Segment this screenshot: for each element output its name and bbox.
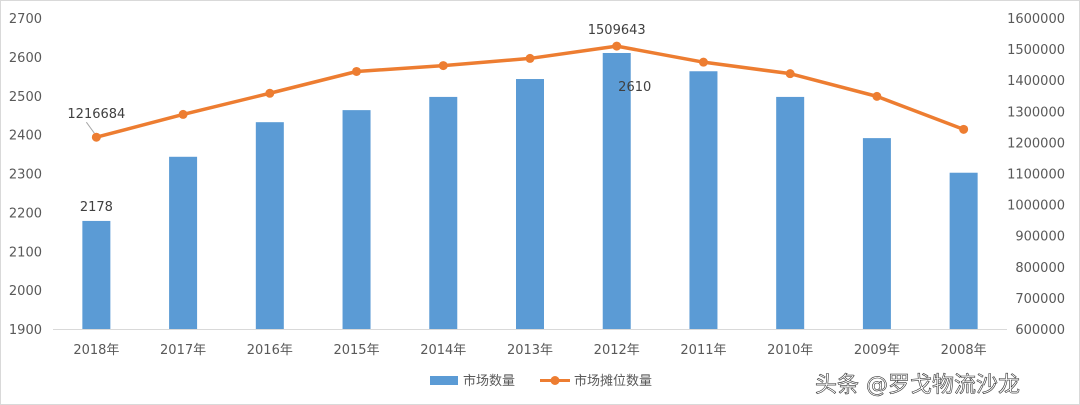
- bar: [949, 172, 978, 329]
- data-label: 2178: [80, 200, 113, 215]
- bar: [342, 110, 371, 329]
- left-axis-tick-label: 2500: [9, 90, 42, 105]
- x-tick-label: 2008年: [941, 343, 987, 358]
- data-labels: 2178 2610 1216684 1509643: [67, 23, 651, 215]
- right-axis-tick-label: 1100000: [1007, 168, 1065, 183]
- watermark: 头条 @罗戈物流沙龙: [815, 373, 1020, 398]
- line-point: [785, 69, 795, 79]
- line-point: [265, 88, 275, 98]
- bar-series: [82, 52, 978, 330]
- left-axis-tick-label: 2200: [9, 206, 42, 221]
- left-axis: 1900 2000 2100 2200 2300 2400 2500 2600 2700: [9, 12, 42, 338]
- line-point: [959, 124, 969, 134]
- legend: 市场数量 市场摊位数量: [430, 373, 652, 389]
- right-axis-tick-label: 1200000: [1007, 136, 1065, 151]
- line-point: [872, 91, 882, 101]
- line-point: [698, 57, 708, 67]
- left-axis-tick-label: 2600: [9, 51, 42, 66]
- x-tick-label: 2017年: [160, 343, 206, 358]
- legend-swatch-marker: [550, 376, 560, 385]
- x-tick-label: 2009年: [854, 343, 900, 358]
- legend-label-bar: 市场数量: [463, 373, 515, 389]
- x-tick-label: 2016年: [247, 343, 293, 358]
- data-label: 2610: [618, 80, 651, 95]
- right-axis-tick-label: 1300000: [1007, 105, 1065, 120]
- x-tick-label: 2018年: [73, 343, 119, 358]
- bar: [169, 156, 198, 329]
- left-axis-tick-label: 1900: [9, 323, 42, 338]
- bar: [602, 52, 631, 330]
- x-tick-label: 2015年: [333, 343, 379, 358]
- line-point: [352, 66, 362, 76]
- x-tick-label: 2012年: [594, 343, 640, 358]
- line-point: [612, 41, 622, 51]
- left-axis-tick-label: 2400: [9, 129, 42, 144]
- left-axis-tick-label: 2700: [9, 12, 42, 27]
- right-axis-tick-label: 1000000: [1007, 199, 1065, 214]
- left-axis-tick-label: 2300: [9, 168, 42, 183]
- x-tick-label: 2010年: [767, 343, 813, 358]
- bar: [516, 79, 544, 329]
- bar: [429, 96, 458, 329]
- right-axis: 600000 700000 800000 900000 1000000 1100000 12…: [1007, 12, 1065, 338]
- x-tick-label: 2014年: [420, 343, 466, 358]
- label-leader-line: [85, 121, 95, 134]
- right-axis-tick-label: 1400000: [1007, 74, 1065, 89]
- line-point: [178, 109, 188, 119]
- legend-swatch-bar: [430, 376, 458, 385]
- right-axis-tick-label: 600000: [1015, 323, 1065, 338]
- line-point: [438, 61, 448, 71]
- bar: [255, 122, 284, 329]
- data-label: 1509643: [588, 23, 646, 38]
- right-axis-tick-label: 900000: [1015, 230, 1065, 245]
- bar: [689, 71, 718, 329]
- left-axis-tick-label: 2000: [9, 284, 42, 299]
- left-axis-tick-label: 2100: [9, 245, 42, 260]
- right-axis-tick-label: 1500000: [1007, 43, 1065, 58]
- bar: [862, 138, 891, 329]
- data-label: 1216684: [67, 107, 125, 122]
- bar: [82, 220, 111, 329]
- right-axis-tick-label: 700000: [1015, 292, 1065, 307]
- right-axis-tick-label: 1600000: [1007, 12, 1065, 27]
- x-tick-label: 2011年: [680, 343, 726, 358]
- legend-label-line: 市场摊位数量: [574, 373, 652, 389]
- line-point: [525, 53, 535, 63]
- x-tick-label: 2013年: [507, 343, 553, 358]
- line-point: [91, 132, 101, 142]
- bar: [776, 96, 805, 329]
- line-series: [91, 41, 969, 142]
- x-axis: 2018年 2017年 2016年 2015年 2014年 2013年 2012年 2011年…: [73, 343, 986, 358]
- right-axis-tick-label: 800000: [1015, 261, 1065, 276]
